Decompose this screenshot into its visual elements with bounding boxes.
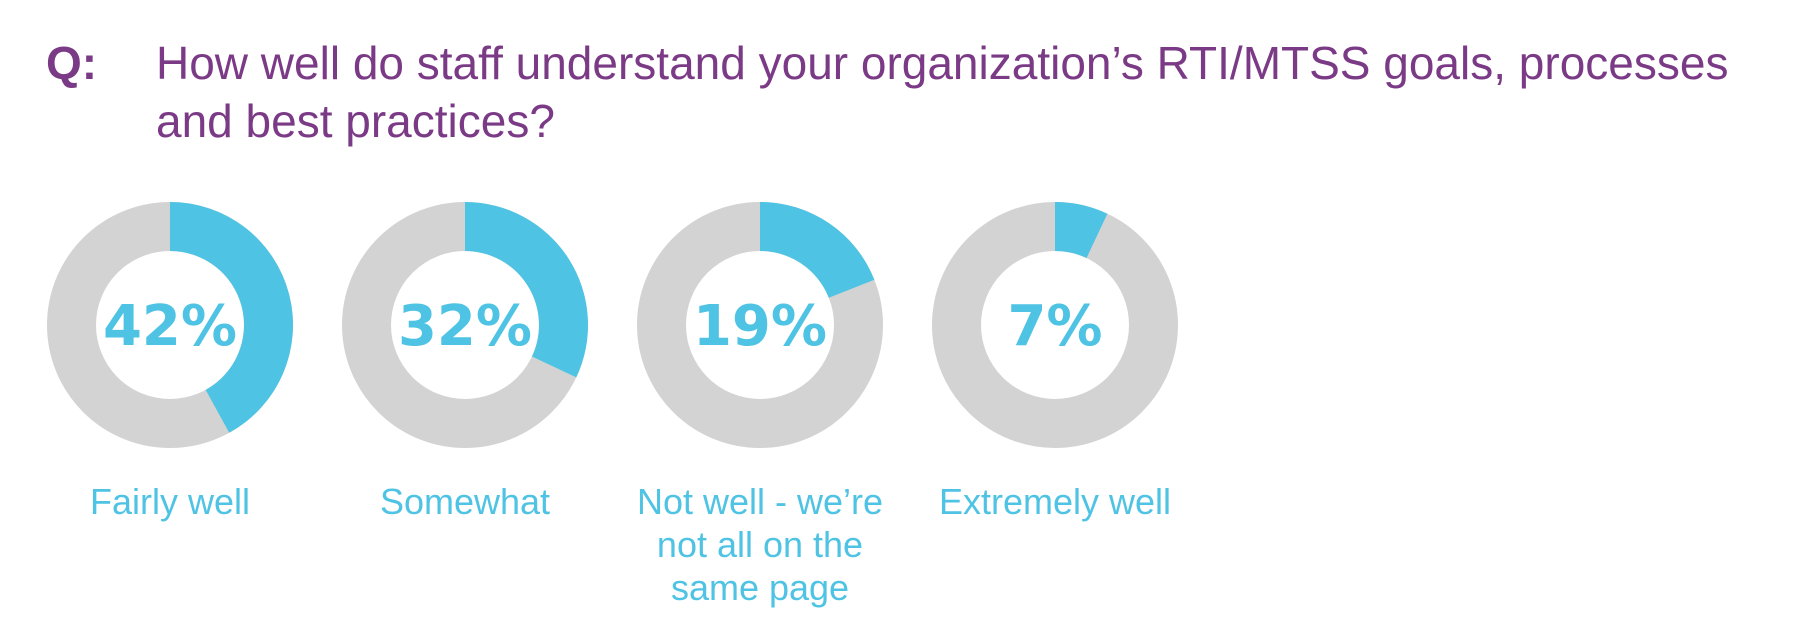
donut-category-label: Somewhat [379,481,551,522]
donut-segment [1055,202,1108,259]
question-prefix: Q: [46,37,98,89]
donut-segment [170,202,293,433]
donut-block: 19% Not well - we’re not all on the same … [612,200,908,609]
donut-block: 7% Extremely well [907,200,1203,523]
donut-chart: 19% [637,202,883,448]
donut-value-label: 32% [398,294,532,359]
donut-chart: 7% [932,202,1178,448]
donut-block: 42% Fairly well [22,200,318,523]
donut-value-label: 7% [1007,294,1102,359]
donut-category-label: Fairly well [89,481,250,522]
donut-category-label: Extremely well [938,481,1172,522]
donut-segment [760,202,875,298]
donut-category-label: Not well - we’re not all on the same pag… [636,481,884,608]
donut-chart-row: 42% Fairly well 32% Somewhat 19% Not well - w… [0,200,1800,640]
donut-value-label: 42% [103,294,237,359]
donut-chart: 42% [47,202,293,448]
question-text: How well do staff understand your organi… [156,37,1729,147]
donut-segment [465,202,588,378]
donut-value-label: 19% [693,294,827,359]
donut-chart: 32% [342,202,588,448]
donut-block: 32% Somewhat [317,200,613,523]
